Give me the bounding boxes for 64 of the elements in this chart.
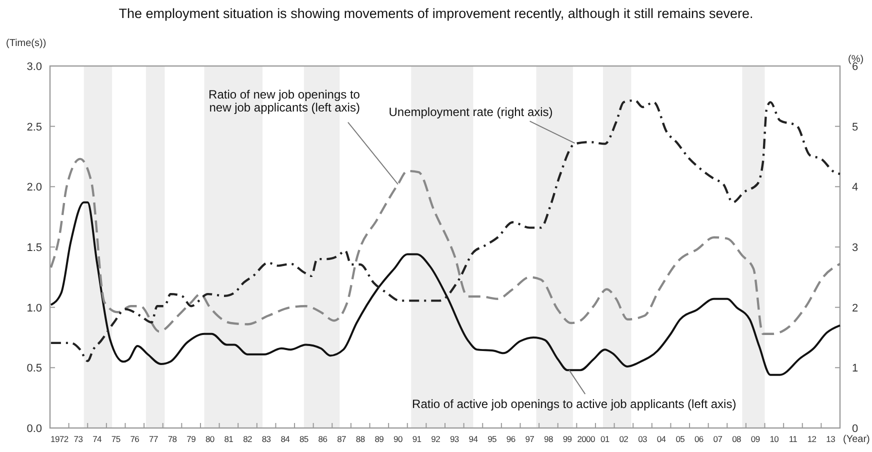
y2-tick-label: 3: [852, 242, 858, 254]
x-tick-label: 91: [412, 434, 422, 444]
x-tick-label: 74: [92, 434, 102, 444]
x-tick-label: 01: [600, 434, 610, 444]
x-axis-title: (Year): [843, 434, 870, 445]
x-tick-label: 12: [807, 434, 817, 444]
annotation: Unemployment rate (right axis): [388, 105, 553, 120]
x-tick-label: 76: [130, 434, 140, 444]
x-tick-label: 87: [337, 434, 347, 444]
x-tick-label: 97: [525, 434, 535, 444]
x-tick-label: 75: [111, 434, 121, 444]
x-tick-label: 09: [750, 434, 760, 444]
x-tick-label: 82: [243, 434, 252, 444]
x-tick-label: 77: [149, 434, 158, 444]
y2-tick-label: 4: [852, 182, 858, 194]
x-tick-label: 86: [318, 434, 328, 444]
annotation: Ratio of new job openings to new job applicants (left axis): [208, 87, 360, 114]
y2-tick-label: 2: [852, 302, 858, 314]
x-tick-label: 88: [356, 434, 366, 444]
y-tick-label: 0.0: [26, 423, 42, 435]
x-tick-label: 03: [638, 434, 648, 444]
x-tick-label: 90: [394, 434, 403, 444]
y2-tick-label: 1: [852, 362, 858, 375]
y2-tick-label: 5: [852, 121, 858, 134]
y-tick-label: 0.5: [26, 362, 42, 375]
line-series: [50, 99, 842, 362]
x-tick-label: 99: [562, 434, 572, 444]
x-tick-label: 98: [544, 434, 554, 444]
x-tick-label: 05: [676, 434, 686, 444]
x-tick-label: 2000: [577, 434, 596, 444]
x-tick-label: 84: [280, 434, 290, 444]
annotation: Ratio of active job openings to active job applicants (left axis): [412, 397, 736, 412]
y-axis-title: (Time(s)): [6, 38, 46, 49]
x-tick-label: 80: [205, 434, 215, 444]
chart-title: The employment situation is showing movements of improvement recently, although it still remains severe.: [118, 6, 754, 21]
x-tick-label: 94: [468, 434, 478, 444]
y-tick-label: 2.0: [26, 182, 42, 194]
x-tick-label: 06: [694, 434, 704, 444]
y2-tick-label: 0: [852, 423, 858, 435]
x-tick-label: 04: [656, 434, 666, 444]
y-tick-label: 3.0: [26, 61, 42, 73]
line-series: [50, 158, 842, 335]
y-tick-label: 1.0: [26, 302, 42, 314]
x-tick-label: 10: [770, 434, 780, 444]
x-tick-label: 81: [224, 434, 234, 444]
x-tick-label: 79: [186, 434, 196, 444]
x-tick-label: 02: [619, 434, 629, 444]
x-tick-label: 13: [826, 434, 836, 444]
x-tick-label: 11: [788, 434, 798, 444]
x-tick-label: 07: [713, 434, 723, 444]
x-tick-label: 95: [488, 434, 498, 444]
x-tick-label: 73: [74, 434, 84, 444]
line-series: [50, 201, 841, 376]
x-tick-label: 1972: [50, 434, 69, 444]
y-tick-label: 2.5: [26, 121, 42, 134]
x-tick-label: 92: [431, 434, 441, 444]
x-tick-label: 96: [506, 434, 516, 444]
x-tick-label: 08: [732, 434, 742, 444]
x-tick-label: 85: [300, 434, 309, 444]
x-tick-label: 78: [168, 434, 178, 444]
x-tick-label: 93: [450, 434, 460, 444]
x-tick-label: 89: [374, 434, 384, 444]
x-tick-label: 83: [262, 434, 272, 444]
y-tick-label: 1.5: [26, 242, 42, 254]
